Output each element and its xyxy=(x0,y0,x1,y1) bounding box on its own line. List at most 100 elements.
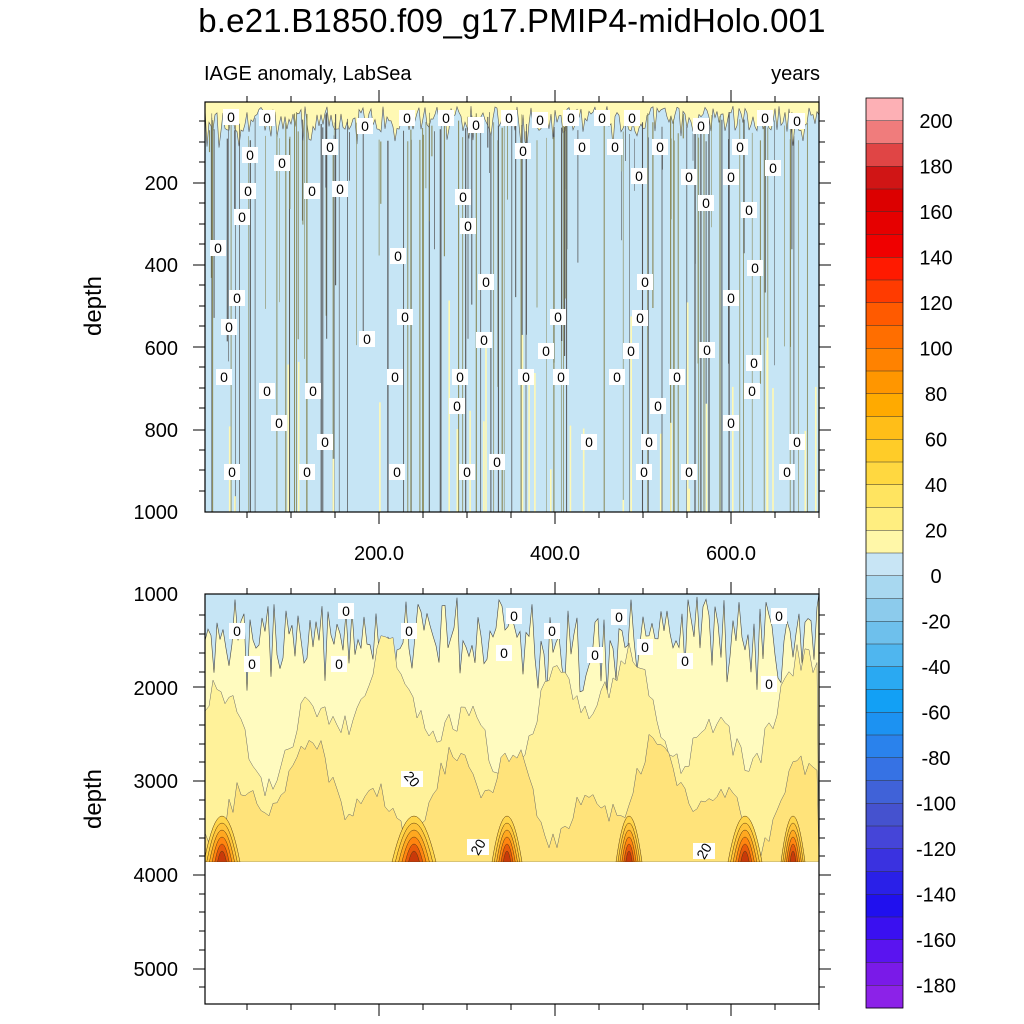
contour-label-box xyxy=(609,369,625,385)
contour-label: 0 xyxy=(309,383,317,399)
contour-label-box xyxy=(723,290,739,306)
upper-anomaly-band xyxy=(332,458,335,512)
contour-label: 0 xyxy=(233,623,241,639)
contour-label-box xyxy=(723,415,739,431)
upper-anomaly-band xyxy=(688,488,691,512)
colorbar-label: -40 xyxy=(922,657,951,679)
contour-label: 0 xyxy=(321,434,329,450)
contour-label: 0 xyxy=(615,609,623,625)
contour-label: 20 xyxy=(693,840,715,862)
contour-label: 0 xyxy=(278,155,286,171)
contour-label: 0 xyxy=(275,415,283,431)
contour-label: 0 xyxy=(522,369,530,385)
xtick-label: 200.0 xyxy=(354,543,404,565)
contour-label: 0 xyxy=(480,332,488,348)
upper-anomaly-band xyxy=(297,361,300,512)
contour-label-box xyxy=(637,639,653,655)
contour-label: 0 xyxy=(703,342,711,358)
contour-label: 0 xyxy=(233,290,241,306)
contour-label: 0 xyxy=(263,383,271,399)
colorbar-swatch xyxy=(866,507,903,531)
contour-label-box xyxy=(515,143,531,159)
contour-label-box xyxy=(650,398,666,414)
upper-ytick-label: 400 xyxy=(145,255,178,277)
upper-anomaly-band xyxy=(534,373,536,512)
contour-label-box xyxy=(693,843,715,859)
contour-label-box xyxy=(452,369,468,385)
contour-label-box xyxy=(332,181,348,197)
contour-label: 0 xyxy=(567,110,575,126)
colorbar-swatch xyxy=(866,234,903,258)
contour-label: 0 xyxy=(641,639,649,655)
contour-label: 0 xyxy=(769,160,777,176)
contour-label-box xyxy=(732,139,748,155)
contour-label: 0 xyxy=(656,139,664,155)
lower-deep-anomaly-core xyxy=(502,850,512,863)
contour-label-box xyxy=(693,118,709,134)
contour-label: 0 xyxy=(391,369,399,385)
contour-label-box xyxy=(677,653,693,669)
contour-label-box xyxy=(305,383,321,399)
contour-label-box xyxy=(771,608,787,624)
colorbar-label: 40 xyxy=(925,475,947,497)
contour-label: 0 xyxy=(591,647,599,663)
contour-label: 0 xyxy=(464,218,472,234)
colorbar-label: 200 xyxy=(919,111,952,133)
contour-label: 0 xyxy=(342,603,350,619)
contour-label-box xyxy=(789,434,805,450)
contour-label: 0 xyxy=(793,113,801,129)
upper-anomaly-band xyxy=(622,499,625,512)
lower-contour-30 xyxy=(205,733,819,863)
contour-label-box xyxy=(698,195,714,211)
contour-label: 0 xyxy=(459,189,467,205)
colorbar-label: 140 xyxy=(919,247,952,269)
contour-label-box xyxy=(476,332,492,348)
contour-label-box xyxy=(652,139,668,155)
upper-anomaly-band xyxy=(569,425,572,512)
contour-label-box xyxy=(210,240,226,256)
colorbar-swatch xyxy=(866,757,903,781)
upper-anomaly-band xyxy=(234,496,236,512)
colorbar-label: -140 xyxy=(916,884,956,906)
upper-anomaly-band xyxy=(469,410,471,512)
xtick-label: 600.0 xyxy=(706,543,756,565)
contour-label: 0 xyxy=(510,608,518,624)
upper-ytick-label: 1000 xyxy=(134,502,179,524)
upper-anomaly-band xyxy=(550,469,552,512)
contour-label-box xyxy=(550,309,566,325)
contour-label: 0 xyxy=(542,343,550,359)
contour-label: 0 xyxy=(405,623,413,639)
contour-label-box xyxy=(631,168,647,184)
colorbar-swatch xyxy=(866,211,903,235)
lower-ytick-label: 4000 xyxy=(134,865,179,887)
upper-anomaly-band xyxy=(456,429,459,512)
colorbar-label: 0 xyxy=(930,566,941,588)
contour-label-box xyxy=(244,656,260,672)
contour-label-box xyxy=(518,369,534,385)
lower-ytick-label: 3000 xyxy=(134,771,179,793)
colorbar-swatch xyxy=(866,621,903,645)
contour-label: 0 xyxy=(500,645,508,661)
contour-label: 0 xyxy=(765,676,773,692)
contour-label-box xyxy=(242,147,258,163)
contour-label-box xyxy=(624,110,640,126)
colorbar-swatch xyxy=(866,826,903,850)
contour-label: 0 xyxy=(645,434,653,450)
contour-label: 0 xyxy=(225,319,233,335)
contour-label: 0 xyxy=(401,309,409,325)
colorbar-swatch xyxy=(866,166,903,190)
contour-label: 0 xyxy=(673,369,681,385)
contour-label: 0 xyxy=(505,110,513,126)
contour-label-box xyxy=(449,398,465,414)
colorbar-swatch xyxy=(866,553,903,577)
colorbar-label: 20 xyxy=(925,520,947,542)
contour-label-box xyxy=(544,623,560,639)
contour-label-box xyxy=(747,260,763,276)
contour-label: 0 xyxy=(585,434,593,450)
lower-y-axis-title: depth xyxy=(80,769,107,829)
contour-label-box xyxy=(501,110,517,126)
upper-panel-frame xyxy=(204,101,820,513)
upper-anomaly-band xyxy=(287,364,289,512)
upper-y-axis-title: depth xyxy=(80,276,107,336)
